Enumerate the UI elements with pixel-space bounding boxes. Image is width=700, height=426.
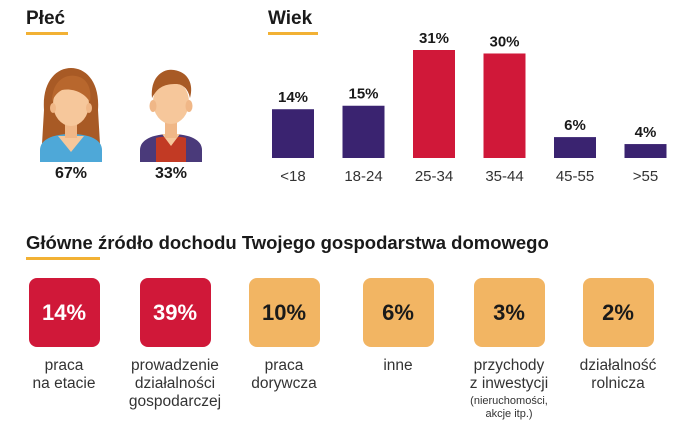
income-sublabel-line: akcje itp.) bbox=[485, 408, 533, 420]
income-label-0: praca na etacie bbox=[33, 357, 96, 393]
income-label-line: działalności bbox=[134, 375, 216, 392]
income-label-line: działalność bbox=[579, 357, 657, 374]
income-box-2: 10% bbox=[248, 278, 320, 347]
income-box-5: 2% bbox=[582, 278, 654, 347]
income-sublabel-line: (nieruchomości, bbox=[470, 395, 548, 407]
income-label-line: prowadzenie bbox=[131, 357, 219, 374]
male-percentage: 33% bbox=[154, 165, 188, 182]
income-label-line: rolnicza bbox=[591, 375, 645, 392]
income-label-line: praca bbox=[44, 357, 84, 374]
gender-title-underline bbox=[26, 32, 68, 35]
age-value-label-3: 30% bbox=[489, 33, 519, 50]
income-label-line: dorywcza bbox=[251, 375, 317, 392]
age-bar-chart: 14% <18 15% 18-24 31% 25-34 30% 35-44 6% 45-55 4% >… bbox=[272, 30, 667, 185]
age-bar-3 bbox=[483, 53, 526, 158]
income-title-highlight: Główne bbox=[26, 232, 93, 253]
gender-title: Płeć bbox=[26, 8, 66, 29]
female-avatar-icon bbox=[40, 68, 102, 162]
age-title-underline bbox=[268, 32, 318, 35]
income-box-1: 39% bbox=[139, 278, 211, 347]
age-value-label-5: 4% bbox=[635, 124, 657, 141]
income-title-underline bbox=[26, 257, 100, 260]
age-bar-1 bbox=[342, 105, 385, 158]
income-label-4: przychody z inwestycji bbox=[470, 357, 548, 393]
age-bar-5 bbox=[624, 144, 667, 158]
age-bar-0 bbox=[272, 109, 314, 158]
income-label-5: działalność rolnicza bbox=[580, 357, 657, 393]
age-value-label-1: 15% bbox=[348, 86, 378, 103]
age-bar-4 bbox=[554, 137, 596, 158]
age-bar-2 bbox=[413, 50, 455, 158]
age-category-label-5: >55 bbox=[633, 168, 658, 185]
male-avatar-icon bbox=[140, 69, 202, 162]
female-percentage: 67% bbox=[54, 165, 88, 182]
income-sublabel-4: (nieruchomości, akcje itp.) bbox=[470, 395, 548, 421]
income-label-line: gospodarczej bbox=[128, 393, 222, 410]
income-box-0: 14% bbox=[28, 278, 100, 347]
age-category-label-1: 18-24 bbox=[344, 168, 382, 185]
income-label-line: inne bbox=[383, 357, 413, 374]
age-category-label-3: 35-44 bbox=[485, 168, 523, 185]
age-value-label-0: 14% bbox=[278, 89, 308, 106]
age-value-label-4: 6% bbox=[564, 117, 586, 134]
age-category-label-0: <18 bbox=[280, 168, 305, 185]
income-box-3: 6% bbox=[362, 278, 434, 347]
income-label-line: na etacie bbox=[32, 375, 96, 392]
income-label-line: przychody bbox=[473, 357, 545, 374]
income-title-rest: źródło dochodu Twojego gospodarstwa domo… bbox=[92, 232, 549, 253]
age-category-label-4: 45-55 bbox=[556, 168, 594, 185]
age-title: Wiek bbox=[268, 8, 313, 29]
income-label-1: prowadzenie działalności gospodarczej bbox=[129, 357, 221, 411]
income-label-line: praca bbox=[264, 357, 304, 374]
income-box-4: 3% bbox=[473, 278, 545, 347]
age-category-label-2: 25-34 bbox=[415, 168, 453, 185]
income-label-3: inne bbox=[383, 357, 412, 375]
income-label-2: praca dorywcza bbox=[251, 357, 316, 393]
income-label-line: z inwestycji bbox=[469, 375, 549, 392]
age-value-label-2: 31% bbox=[419, 30, 449, 47]
income-title: Główne źródło dochodu Twojego gospodarst… bbox=[26, 232, 549, 254]
